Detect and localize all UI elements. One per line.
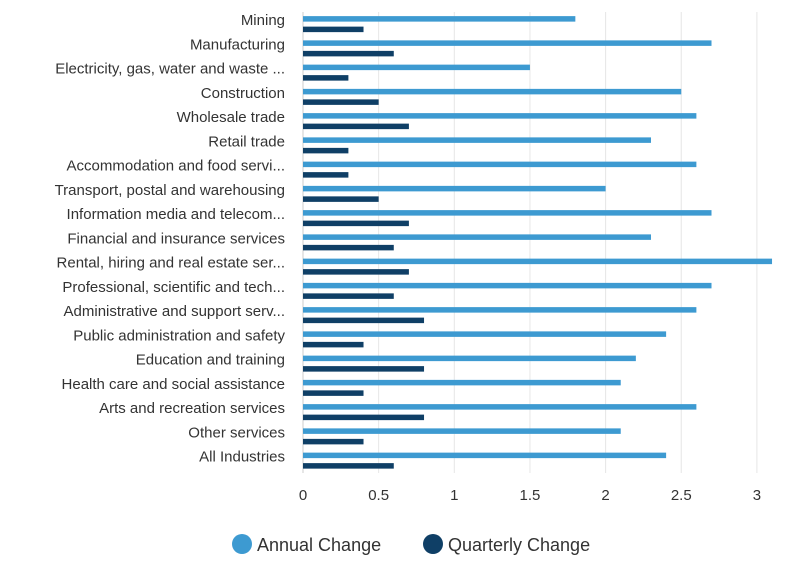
category-label: Accommodation and food servi...	[67, 158, 285, 175]
bar-annual-change[interactable]	[303, 307, 697, 313]
bar-annual-change[interactable]	[303, 258, 773, 265]
bar-quarterly-change[interactable]	[303, 317, 425, 324]
bars	[303, 16, 773, 469]
category-label: Other services	[188, 424, 285, 441]
x-tick-label: 1.5	[520, 487, 541, 504]
bar-quarterly-change[interactable]	[303, 438, 364, 445]
x-tick-label: 0	[299, 487, 307, 504]
bar-annual-change[interactable]	[303, 404, 697, 410]
category-label: Health care and social assistance	[62, 376, 285, 393]
x-tick-label: 0.5	[368, 487, 389, 504]
legend-swatch	[423, 534, 443, 554]
gridlines	[302, 12, 758, 473]
category-labels: Mining Manufacturing Electricity, gas, wat…	[55, 12, 286, 466]
bar-annual-change[interactable]	[303, 161, 697, 168]
bar-quarterly-change[interactable]	[303, 172, 349, 178]
legend-label: Quarterly Change	[448, 535, 590, 555]
bar-annual-change[interactable]	[303, 282, 712, 289]
category-label: Administrative and support serv...	[64, 303, 285, 320]
bar-annual-change[interactable]	[303, 210, 712, 216]
bar-annual-change[interactable]	[303, 452, 667, 459]
category-label: Electricity, gas, water and waste ...	[55, 61, 285, 78]
category-label: Manufacturing	[190, 36, 285, 53]
category-label: Transport, postal and warehousing	[55, 182, 285, 199]
bar-quarterly-change[interactable]	[303, 293, 394, 299]
bar-quarterly-change[interactable]	[303, 269, 409, 275]
bar-quarterly-change[interactable]	[303, 390, 364, 396]
bar-quarterly-change[interactable]	[303, 99, 379, 105]
bar-annual-change[interactable]	[303, 428, 621, 434]
bar-annual-change[interactable]	[303, 379, 621, 386]
bar-quarterly-change[interactable]	[303, 366, 425, 372]
x-tick-label: 2.5	[671, 487, 692, 504]
bar-quarterly-change[interactable]	[303, 463, 394, 469]
bar-quarterly-change[interactable]	[303, 414, 425, 421]
x-tick-labels: 0 0.5 1 1.5 2 2.5 3	[299, 487, 761, 504]
legend-label: Annual Change	[257, 535, 381, 555]
category-label: Rental, hiring and real estate ser...	[57, 255, 285, 272]
bar-annual-change[interactable]	[303, 40, 712, 46]
category-label: Financial and insurance services	[67, 230, 285, 247]
bar-quarterly-change[interactable]	[303, 75, 349, 81]
category-label: Retail trade	[208, 133, 285, 150]
bar-annual-change[interactable]	[303, 137, 651, 143]
x-tick-label: 1	[450, 487, 458, 504]
bar-quarterly-change[interactable]	[303, 341, 364, 348]
category-label: Wholesale trade	[177, 109, 285, 126]
bar-annual-change[interactable]	[303, 16, 576, 22]
bar-annual-change[interactable]	[303, 355, 636, 362]
x-tick-label: 3	[753, 487, 761, 504]
legend-item-quarterly-change[interactable]: Quarterly Change	[423, 534, 590, 555]
bar-annual-change[interactable]	[303, 64, 530, 71]
bar-quarterly-change[interactable]	[303, 147, 349, 154]
category-label: Construction	[201, 85, 285, 102]
category-label: Information media and telecom...	[67, 206, 285, 223]
bar-quarterly-change[interactable]	[303, 123, 409, 130]
bar-quarterly-change[interactable]	[303, 26, 364, 33]
bar-annual-change[interactable]	[303, 113, 697, 119]
bar-annual-change[interactable]	[303, 331, 667, 337]
category-label: Mining	[241, 12, 285, 29]
bar-quarterly-change[interactable]	[303, 50, 394, 57]
legend-swatch	[232, 534, 252, 554]
category-label: Education and training	[136, 352, 285, 369]
bar-annual-change[interactable]	[303, 234, 651, 240]
category-label: All Industries	[199, 449, 285, 466]
x-tick-label: 2	[601, 487, 609, 504]
bar-quarterly-change[interactable]	[303, 196, 379, 202]
bar-quarterly-change[interactable]	[303, 244, 394, 251]
bar-annual-change[interactable]	[303, 88, 682, 95]
legend-item-annual-change[interactable]: Annual Change	[232, 534, 381, 555]
legend[interactable]: Annual Change Quarterly Change	[232, 534, 590, 555]
category-label: Public administration and safety	[73, 327, 285, 344]
bar-annual-change[interactable]	[303, 185, 606, 192]
category-label: Arts and recreation services	[99, 400, 285, 417]
bar-quarterly-change[interactable]	[303, 220, 409, 227]
category-label: Professional, scientific and tech...	[62, 279, 285, 296]
